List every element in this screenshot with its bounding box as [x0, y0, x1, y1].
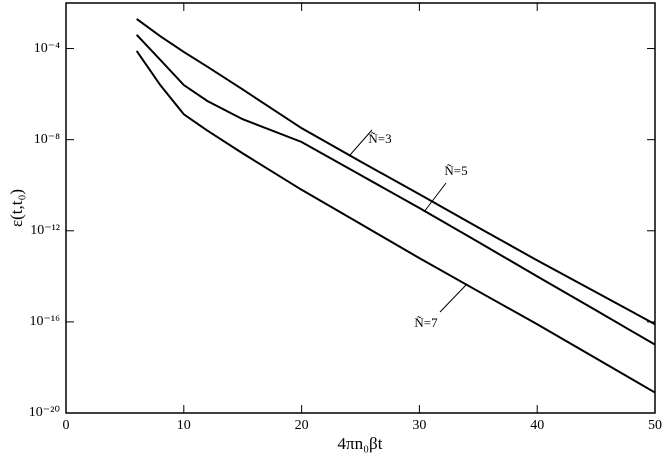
annotation-leader [439, 283, 468, 313]
y-tick-label: 10⁻⁸ [34, 132, 60, 147]
y-tick-label: 10⁻²⁰ [29, 405, 61, 420]
x-tick-label: 0 [63, 418, 70, 433]
series-line [135, 50, 656, 394]
series-label: Ñ=7 [414, 315, 438, 330]
annotation-leader [349, 129, 373, 156]
y-axis-label: ε(t,t₀) [7, 189, 26, 227]
x-tick-label: 30 [412, 418, 426, 433]
plot-frame [65, 2, 656, 414]
x-tick-label: 50 [648, 418, 662, 433]
series-label: Ñ=5 [444, 163, 467, 178]
y-tick-label: 10⁻⁴ [34, 41, 60, 56]
series-label: Ñ=3 [368, 131, 391, 146]
x-tick-label: 20 [295, 418, 309, 433]
y-tick-label: 10⁻¹⁶ [30, 314, 61, 329]
y-tick-label: 10⁻¹² [30, 223, 60, 238]
series-line [136, 18, 656, 326]
series-line [135, 34, 656, 346]
annotation-leader [423, 182, 447, 213]
x-tick-label: 10 [177, 418, 191, 433]
x-axis-label: 4πn₀βt [338, 434, 383, 453]
x-tick-label: 40 [530, 418, 544, 433]
